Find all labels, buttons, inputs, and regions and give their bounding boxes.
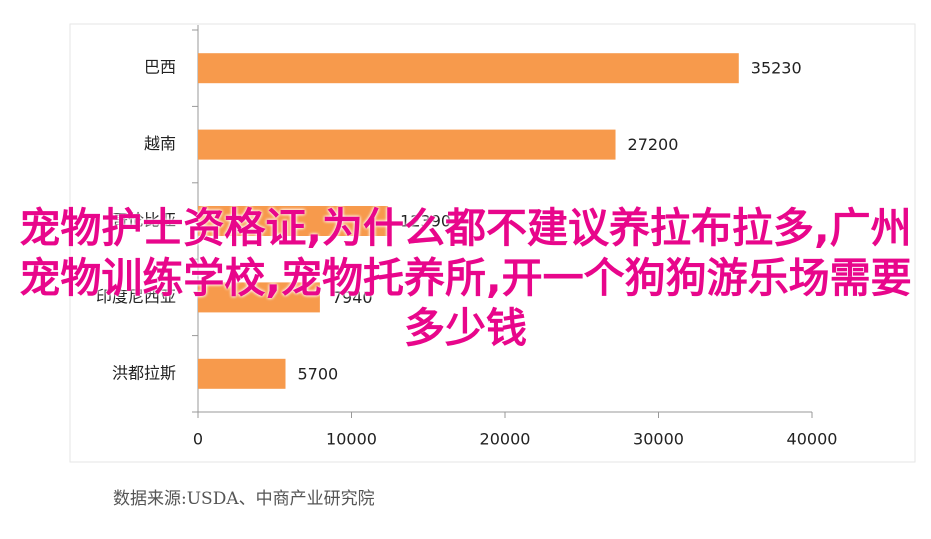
value-label: 27200 [628,135,679,154]
bar [198,129,616,160]
value-label: 35230 [751,59,802,78]
y-tick-label: 印度尼西亚 [96,287,176,306]
y-tick-label: 哥伦比亚 [112,211,176,230]
bar [198,358,286,389]
chart-frame [69,23,916,463]
y-tick-label: 巴西 [144,58,176,77]
x-tick-label: 10000 [326,430,377,449]
bar [198,53,739,84]
bar [198,206,389,236]
overlay-headline: 宠物护士资格证,为什么都不建议养拉布拉多,广州宠物训练学校,宠物托养所,开一个狗… [19,204,912,352]
bar [198,282,320,313]
value-label: 7940 [332,288,373,307]
x-tick-label: 30000 [633,430,684,449]
x-tick-label: 40000 [787,430,838,449]
value-label: 5700 [297,364,338,383]
value-label: 12390 [400,212,451,231]
y-tick-label: 越南 [144,134,176,153]
source-note: 数据来源:USDA、中商产业研究院 [113,489,375,509]
y-tick-label: 洪都拉斯 [112,363,176,382]
x-tick-label: 20000 [480,430,531,449]
x-tick-label: 0 [193,430,203,449]
